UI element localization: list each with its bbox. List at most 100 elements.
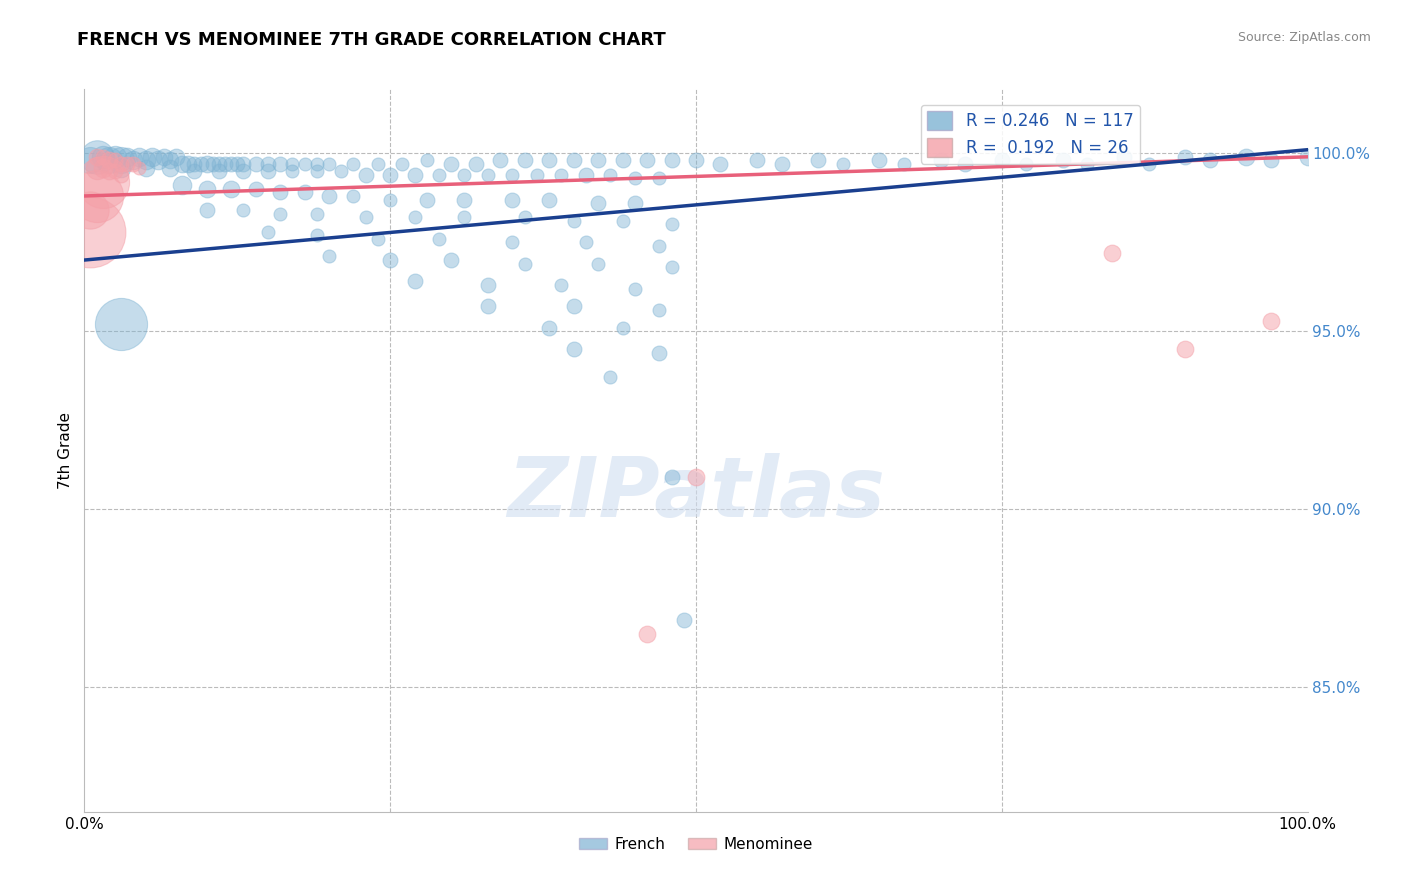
Point: [453, 168, 475, 182]
Point: [453, 211, 475, 225]
Point: [893, 157, 915, 171]
Point: [269, 186, 291, 200]
Point: [991, 153, 1014, 168]
Text: Source: ZipAtlas.com: Source: ZipAtlas.com: [1237, 31, 1371, 45]
Point: [159, 153, 181, 168]
Point: [661, 470, 683, 484]
Point: [91, 161, 114, 175]
Point: [165, 150, 187, 164]
Point: [91, 150, 114, 164]
Point: [624, 196, 647, 211]
Point: [281, 157, 304, 171]
Point: [232, 157, 254, 171]
Point: [232, 203, 254, 218]
Point: [380, 253, 402, 268]
Point: [367, 157, 389, 171]
Point: [245, 157, 267, 171]
Point: [86, 189, 108, 203]
Point: [562, 153, 585, 168]
Point: [208, 157, 231, 171]
Point: [172, 178, 194, 193]
Point: [404, 168, 426, 182]
Point: [391, 157, 413, 171]
Point: [1174, 150, 1197, 164]
Point: [294, 157, 316, 171]
Point: [269, 207, 291, 221]
Point: [1101, 246, 1123, 260]
Point: [586, 257, 609, 271]
Point: [104, 150, 127, 164]
Point: [104, 164, 127, 178]
Point: [195, 203, 218, 218]
Point: [172, 157, 194, 171]
Point: [747, 153, 769, 168]
Point: [427, 232, 450, 246]
Point: [599, 370, 621, 384]
Point: [661, 153, 683, 168]
Point: [294, 186, 316, 200]
Point: [550, 168, 572, 182]
Point: [177, 157, 200, 171]
Point: [612, 214, 634, 228]
Point: [91, 150, 114, 164]
Point: [183, 157, 205, 171]
Point: [586, 196, 609, 211]
Point: [110, 157, 132, 171]
Point: [318, 189, 340, 203]
Point: [219, 157, 242, 171]
Point: [269, 157, 291, 171]
Point: [208, 164, 231, 178]
Point: [128, 161, 150, 175]
Point: [612, 320, 634, 334]
Point: [869, 153, 891, 168]
Point: [342, 157, 364, 171]
Point: [477, 277, 499, 292]
Point: [146, 153, 169, 168]
Point: [330, 164, 353, 178]
Text: FRENCH VS MENOMINEE 7TH GRADE CORRELATION CHART: FRENCH VS MENOMINEE 7TH GRADE CORRELATIO…: [77, 31, 666, 49]
Point: [110, 153, 132, 168]
Point: [86, 161, 108, 175]
Point: [648, 171, 671, 186]
Point: [141, 150, 163, 164]
Point: [502, 235, 524, 250]
Point: [79, 225, 101, 239]
Point: [367, 232, 389, 246]
Point: [135, 153, 157, 168]
Point: [575, 235, 598, 250]
Point: [953, 157, 976, 171]
Point: [550, 277, 572, 292]
Point: [201, 157, 224, 171]
Point: [195, 182, 218, 196]
Point: [1236, 150, 1258, 164]
Point: [636, 626, 658, 640]
Point: [104, 153, 127, 168]
Point: [416, 153, 439, 168]
Point: [245, 182, 267, 196]
Point: [661, 218, 683, 232]
Point: [1296, 150, 1319, 164]
Point: [86, 150, 108, 164]
Point: [624, 171, 647, 186]
Point: [110, 168, 132, 182]
Point: [122, 153, 145, 168]
Point: [562, 214, 585, 228]
Point: [513, 211, 536, 225]
Point: [214, 157, 236, 171]
Point: [453, 193, 475, 207]
Point: [672, 613, 695, 627]
Point: [97, 164, 120, 178]
Point: [86, 150, 108, 164]
Point: [305, 207, 328, 221]
Point: [648, 302, 671, 317]
Point: [489, 153, 512, 168]
Point: [538, 193, 561, 207]
Point: [1174, 342, 1197, 356]
Point: [1198, 153, 1220, 168]
Point: [281, 164, 304, 178]
Point: [115, 157, 138, 171]
Point: [612, 153, 634, 168]
Point: [115, 150, 138, 164]
Point: [79, 153, 101, 168]
Point: [159, 161, 181, 175]
